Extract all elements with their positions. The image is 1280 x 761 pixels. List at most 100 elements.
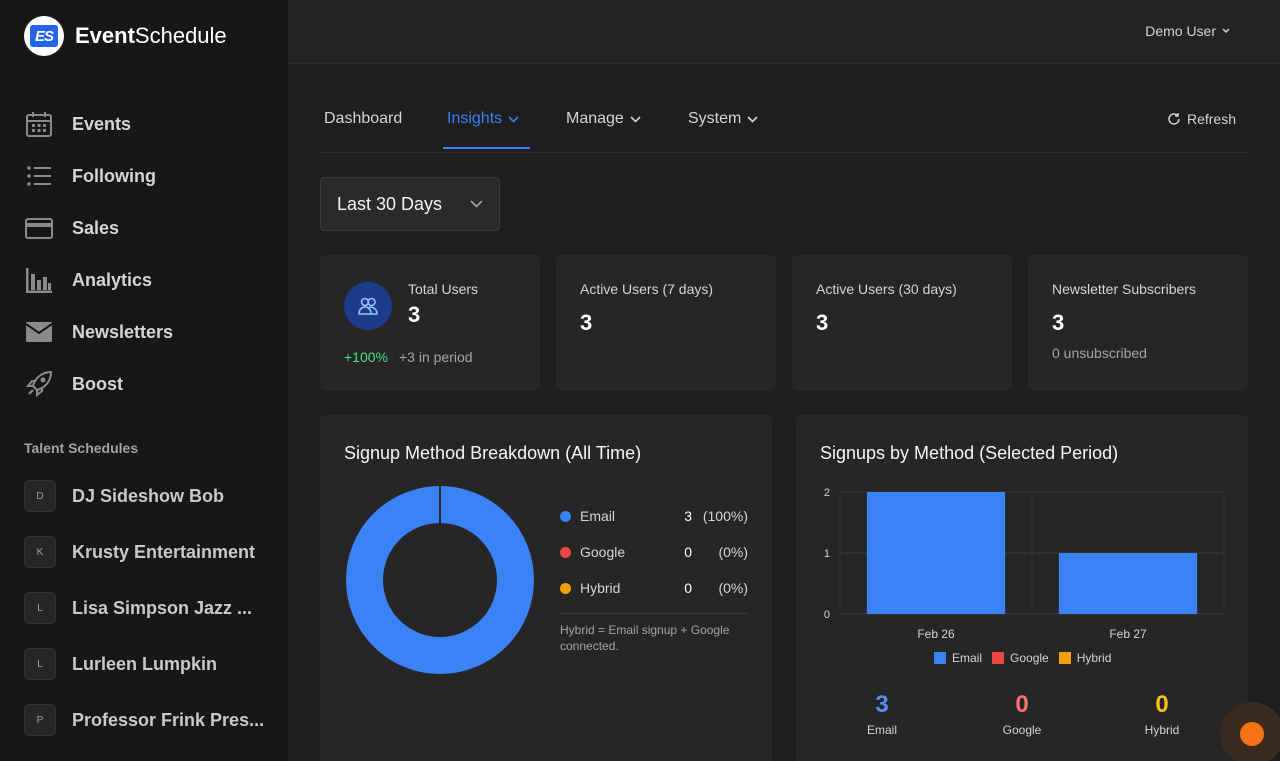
stat-value: 3 xyxy=(408,302,421,327)
talent-item[interactable]: K Krusty Entertainment xyxy=(24,524,274,580)
main-content: Dashboard Insights Manage System Refresh… xyxy=(320,64,1248,761)
refresh-button[interactable]: Refresh xyxy=(1167,111,1236,127)
sidebar-item-label: Following xyxy=(72,165,156,186)
signups-by-method-card: Signups by Method (Selected Period) 0 1 2 F… xyxy=(796,415,1248,761)
avatar: D xyxy=(24,480,56,512)
brand-name-rest: Schedule xyxy=(134,23,227,48)
total-value: 0 xyxy=(1155,691,1169,718)
legend-percent: (0%) xyxy=(718,580,748,596)
legend-value: 0 xyxy=(684,544,692,560)
avatar: P xyxy=(24,704,56,736)
tab-insights[interactable]: Insights xyxy=(447,110,519,128)
tab-bar: Dashboard Insights Manage System Refresh xyxy=(320,64,1248,153)
avatar: K xyxy=(24,536,56,568)
period-select[interactable]: Last 30 Days xyxy=(320,177,500,231)
x-tick-label: Feb 26 xyxy=(917,627,955,641)
sidebar-item-label: Newsletters xyxy=(72,321,174,342)
total-hybrid: 0 Hybrid xyxy=(1117,691,1207,737)
stat-card-active-7: Active Users (7 days) 3 xyxy=(556,255,776,391)
legend-dot xyxy=(560,510,571,522)
logo: ES xyxy=(24,16,64,56)
rocket-icon xyxy=(25,370,53,398)
users-icon xyxy=(344,282,392,330)
card-title: Signup Method Breakdown (All Time) xyxy=(344,443,642,463)
talent-label: DJ Sideshow Bob xyxy=(72,485,225,506)
brand[interactable]: ES EventSchedule xyxy=(24,16,227,56)
legend-percent: (100%) xyxy=(702,508,748,524)
tab-system[interactable]: System xyxy=(688,110,758,128)
total-value: 0 xyxy=(1015,691,1029,718)
user-menu[interactable]: Demo User xyxy=(1145,23,1230,39)
sidebar-item-label: Analytics xyxy=(72,269,153,290)
bar-legend-item: Hybrid xyxy=(1058,651,1112,665)
y-tick-label: 2 xyxy=(824,487,830,499)
sidebar-item-newsletters[interactable]: Newsletters xyxy=(24,306,274,358)
talent-label: Professor Frink Pres... xyxy=(72,709,265,730)
stat-value: 3 xyxy=(580,310,593,335)
tab-manage[interactable]: Manage xyxy=(566,110,641,128)
bar-legend-item: Google xyxy=(992,651,1049,665)
legend-dot xyxy=(560,546,571,558)
bar-legend-item: Email xyxy=(934,651,982,665)
legend-percent: (0%) xyxy=(718,544,748,560)
bar xyxy=(1058,553,1198,614)
stat-change: +100% xyxy=(344,349,388,365)
chevron-down-icon xyxy=(470,200,483,208)
donut-slice xyxy=(346,486,534,674)
stat-sub: 0 unsubscribed xyxy=(1052,345,1147,361)
period-value: Last 30 Days xyxy=(337,193,443,214)
tab-dashboard[interactable]: Dashboard xyxy=(324,110,402,128)
chevron-down-icon xyxy=(508,115,519,123)
legend-value: 3 xyxy=(684,508,692,524)
total-label: Hybrid xyxy=(1144,723,1180,737)
sidebar-item-boost[interactable]: Boost xyxy=(24,358,274,410)
talent-item[interactable]: L Lurleen Lumpkin xyxy=(24,636,274,692)
list-icon xyxy=(27,166,51,186)
stat-card-total-users: Total Users 3 +100% +3 in period xyxy=(320,255,540,391)
talent-item[interactable]: D DJ Sideshow Bob xyxy=(24,468,274,524)
legend-dot xyxy=(560,582,571,594)
sidebar-item-sales[interactable]: Sales xyxy=(24,202,274,254)
avatar: L xyxy=(24,592,56,624)
y-tick-label: 1 xyxy=(824,548,830,560)
talent-label: Lurleen Lumpkin xyxy=(72,653,218,674)
legend-label: Hybrid xyxy=(580,580,621,596)
bar-chart-icon xyxy=(26,268,52,293)
stat-value: 3 xyxy=(1052,310,1065,335)
legend-label: Hybrid xyxy=(1076,651,1112,665)
legend-swatch xyxy=(934,652,946,664)
total-google: 0 Google xyxy=(977,691,1067,737)
x-tick-label: Feb 27 xyxy=(1109,627,1147,641)
legend-swatch xyxy=(992,652,1005,664)
calendar-icon xyxy=(26,112,52,137)
logo-mark: ES xyxy=(30,25,58,47)
total-label: Google xyxy=(1002,723,1042,737)
sidebar-item-events[interactable]: Events xyxy=(24,98,274,150)
talent-section-title: Talent Schedules xyxy=(24,440,139,456)
talent-list: D DJ Sideshow Bob K Krusty Entertainment… xyxy=(24,468,274,748)
talent-item[interactable]: L Lisa Simpson Jazz ... xyxy=(24,580,274,636)
talent-label: Krusty Entertainment xyxy=(72,541,256,562)
sidebar-item-label: Events xyxy=(72,113,132,134)
floating-action-button[interactable] xyxy=(1220,702,1280,761)
stat-title: Newsletter Subscribers xyxy=(1052,281,1196,297)
user-name: Demo User xyxy=(1145,23,1216,39)
tab-label: Dashboard xyxy=(324,110,403,127)
stat-title: Active Users (7 days) xyxy=(580,281,714,297)
stat-title: Total Users xyxy=(408,281,479,297)
active-tab-indicator xyxy=(443,147,530,149)
total-label: Email xyxy=(866,723,897,737)
legend-item-hybrid: Hybrid 0 (0%) xyxy=(560,578,748,598)
status-dot-icon xyxy=(1240,722,1264,746)
legend-value: 0 xyxy=(684,580,692,596)
sidebar-item-analytics[interactable]: Analytics xyxy=(24,254,274,306)
sidebar-item-following[interactable]: Following xyxy=(24,150,274,202)
talent-item[interactable]: P Professor Frink Pres... xyxy=(24,692,274,748)
chevron-down-icon xyxy=(630,115,641,123)
stat-sub: +3 in period xyxy=(399,349,473,365)
refresh-label: Refresh xyxy=(1186,111,1236,127)
y-tick-label: 0 xyxy=(824,609,830,621)
avatar: L xyxy=(24,648,56,680)
legend-item-email: Email 3 (100%) xyxy=(560,506,748,526)
legend-item-google: Google 0 (0%) xyxy=(560,542,748,562)
